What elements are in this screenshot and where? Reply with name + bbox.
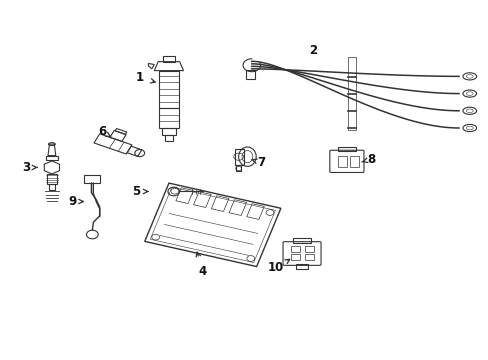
Text: 1: 1 bbox=[135, 71, 143, 84]
Bar bbox=[337, 156, 346, 167]
Text: 2: 2 bbox=[308, 44, 316, 57]
Bar bbox=[291, 254, 300, 260]
Text: 5: 5 bbox=[132, 185, 140, 198]
Text: 8: 8 bbox=[366, 153, 375, 166]
Text: 3: 3 bbox=[22, 161, 30, 174]
Text: 7: 7 bbox=[257, 156, 265, 169]
Bar bbox=[291, 246, 300, 252]
Text: 10: 10 bbox=[267, 261, 284, 274]
Text: 6: 6 bbox=[98, 125, 106, 138]
Bar bbox=[347, 57, 355, 130]
Bar bbox=[305, 246, 313, 252]
Text: 4: 4 bbox=[199, 265, 207, 278]
Bar bbox=[245, 70, 254, 79]
Bar bbox=[305, 254, 313, 260]
Text: 9: 9 bbox=[69, 195, 77, 208]
Bar bbox=[349, 156, 358, 167]
